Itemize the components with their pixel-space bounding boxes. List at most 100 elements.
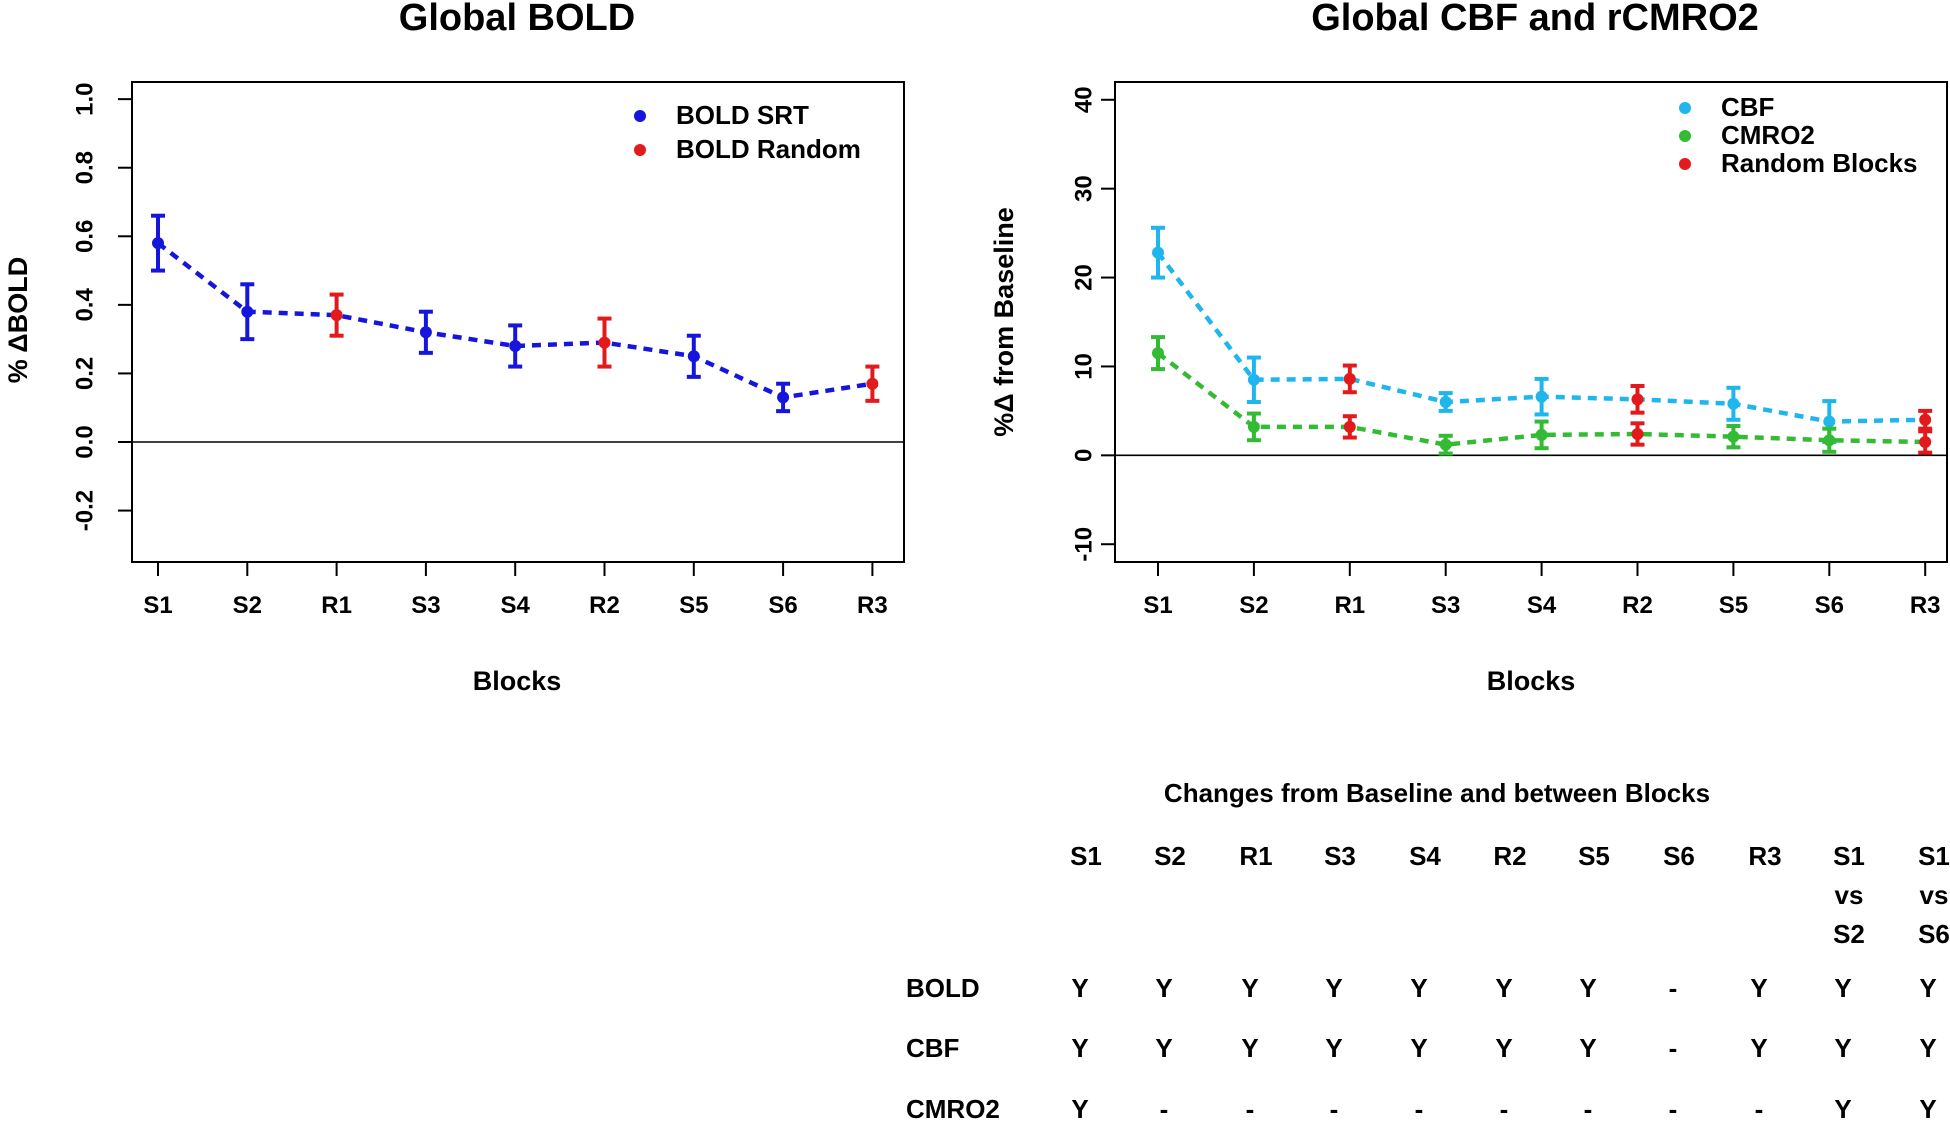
table-cell: Y xyxy=(1834,973,1851,1003)
chart-cbf-cmro2-y-axis-label: %Δ from Baseline xyxy=(989,207,1019,436)
table-cell: - xyxy=(1330,1094,1339,1122)
table-column-header: vs xyxy=(1835,880,1864,910)
cbf-series-cmro2-point xyxy=(1919,436,1932,448)
cbf-series-cmro2-point xyxy=(1247,420,1260,433)
table-column-header: S3 xyxy=(1324,841,1356,871)
table-column-header: S5 xyxy=(1578,841,1610,871)
table-row-label: CMRO2 xyxy=(906,1094,1000,1122)
cbf-x-tick-label: S4 xyxy=(1527,592,1557,619)
table-column-header: S1 xyxy=(1833,841,1865,871)
table-cell: Y xyxy=(1579,973,1596,1003)
table-column-header: S1 xyxy=(1918,841,1950,871)
cbf-series-cbf-point xyxy=(1152,246,1164,259)
cbf-series-cmro2-point xyxy=(1631,428,1644,440)
cbf-legend-label: CBF xyxy=(1721,92,1774,122)
table-cell: Y xyxy=(1241,973,1258,1003)
cbf-series-cbf-point xyxy=(1247,373,1260,386)
cbf-y-tick-label: 40 xyxy=(1070,86,1097,113)
table-cell: - xyxy=(1669,973,1678,1003)
cbf-series-cmro2-point xyxy=(1439,438,1452,451)
cbf-y-tick-label: 10 xyxy=(1070,353,1097,380)
cbf-series-cbf-point xyxy=(1919,413,1932,426)
bold-series-bold-point xyxy=(241,305,254,318)
cbf-series-cmro2-point xyxy=(1727,430,1740,443)
bold-legend-label: BOLD SRT xyxy=(676,100,809,130)
bold-series-bold-point xyxy=(777,391,790,404)
table-cell: Y xyxy=(1750,973,1767,1003)
bold-series-bold-point xyxy=(687,350,700,363)
bold-legend-label: BOLD Random xyxy=(676,134,861,164)
table-row-label: BOLD xyxy=(906,973,980,1003)
table-column-header: R1 xyxy=(1239,841,1272,871)
table-column-header: S2 xyxy=(1833,919,1865,949)
bold-x-tick-label: S2 xyxy=(233,592,262,619)
bold-x-tick-label: S6 xyxy=(768,592,797,619)
bold-legend-marker xyxy=(634,144,646,156)
cbf-y-tick-label: 0 xyxy=(1070,449,1097,462)
table-column-header: S1 xyxy=(1070,841,1102,871)
table-cell: - xyxy=(1415,1094,1424,1122)
chart-cbf-cmro2-plot-frame xyxy=(1114,81,1948,563)
chart-cbf-cmro2-x-axis-label: Blocks xyxy=(1487,666,1576,696)
bold-x-tick-label: S4 xyxy=(501,592,531,619)
cbf-legend-marker xyxy=(1679,130,1691,142)
bold-series-bold-point xyxy=(152,237,164,250)
table-title: Changes from Baseline and between Blocks xyxy=(1164,778,1710,808)
cbf-series-cmro2-point xyxy=(1343,420,1356,433)
table-cell: Y xyxy=(1071,1094,1088,1122)
table-cell: - xyxy=(1160,1094,1169,1122)
bold-legend-marker xyxy=(634,110,646,122)
cbf-series-cbf-point xyxy=(1727,397,1740,410)
bold-y-tick-label: 1.0 xyxy=(71,82,98,115)
table-cell: Y xyxy=(1325,1033,1342,1063)
cbf-legend-marker xyxy=(1679,102,1691,114)
table-cell: Y xyxy=(1579,1033,1596,1063)
bold-series-bold-line xyxy=(156,241,873,400)
table-cell: - xyxy=(1584,1094,1593,1122)
bold-y-tick-label: 0.8 xyxy=(71,151,98,184)
chart-bold-plot-frame xyxy=(131,81,905,563)
cbf-x-tick-label: S6 xyxy=(1815,592,1844,619)
cbf-series-cmro2-line xyxy=(1156,351,1926,447)
table-cell: Y xyxy=(1410,1033,1427,1063)
bold-x-tick-label: S3 xyxy=(411,592,440,619)
table-cell: Y xyxy=(1750,1033,1767,1063)
cbf-series-cmro2-point xyxy=(1823,434,1836,447)
significance-table: Changes from Baseline and between Blocks… xyxy=(906,778,1950,1122)
chart-cbf-cmro2-marks: -10 0 10 20 30 40 S1 S2 R1 S3 S4 R2 S5 S6 R3 CBFCMRO2Ra… xyxy=(1070,86,1947,619)
table-cell: - xyxy=(1755,1094,1764,1122)
cbf-series-cmro2-point xyxy=(1535,428,1548,441)
table-cell: Y xyxy=(1919,1094,1936,1122)
table-cell: - xyxy=(1246,1094,1255,1122)
cbf-x-tick-label: S1 xyxy=(1143,592,1172,619)
cbf-y-tick-label: 30 xyxy=(1070,175,1097,202)
chart-bold: Global BOLD Blocks % ΔBOLD -0.2 0.0 0.2 0.4… xyxy=(3,0,905,696)
bold-x-tick-label: R1 xyxy=(321,592,352,619)
bold-y-tick-label: 0.2 xyxy=(71,357,98,390)
bold-y-tick-label: 0.4 xyxy=(71,288,98,322)
chart-bold-y-axis-label: % ΔBOLD xyxy=(3,257,33,383)
bold-series-bold-point xyxy=(330,309,343,322)
chart-bold-x-axis-label: Blocks xyxy=(473,666,562,696)
cbf-x-tick-label: R3 xyxy=(1910,592,1941,619)
bold-series-bold-point xyxy=(509,340,522,352)
table-cell: Y xyxy=(1155,1033,1172,1063)
table-cell: - xyxy=(1500,1094,1509,1122)
table-row-label: CBF xyxy=(906,1033,959,1063)
table-cell: Y xyxy=(1241,1033,1258,1063)
cbf-series-cbf-point xyxy=(1823,415,1836,428)
table-column-header: S6 xyxy=(1918,919,1950,949)
cbf-series-cbf-point xyxy=(1535,390,1548,403)
cbf-series-cbf-point xyxy=(1343,372,1356,385)
cbf-series-cbf-point xyxy=(1439,396,1452,408)
bold-y-tick-label: 0.0 xyxy=(71,425,98,458)
bold-y-tick-label: 0.6 xyxy=(71,220,98,253)
table-cell: - xyxy=(1669,1033,1678,1063)
table-cell: - xyxy=(1669,1094,1678,1122)
table-column-header: S4 xyxy=(1409,841,1441,871)
table-cell: Y xyxy=(1325,973,1342,1003)
table-cell: Y xyxy=(1410,973,1427,1003)
bold-x-tick-label: R3 xyxy=(857,592,888,619)
table-column-header: R2 xyxy=(1493,841,1526,871)
